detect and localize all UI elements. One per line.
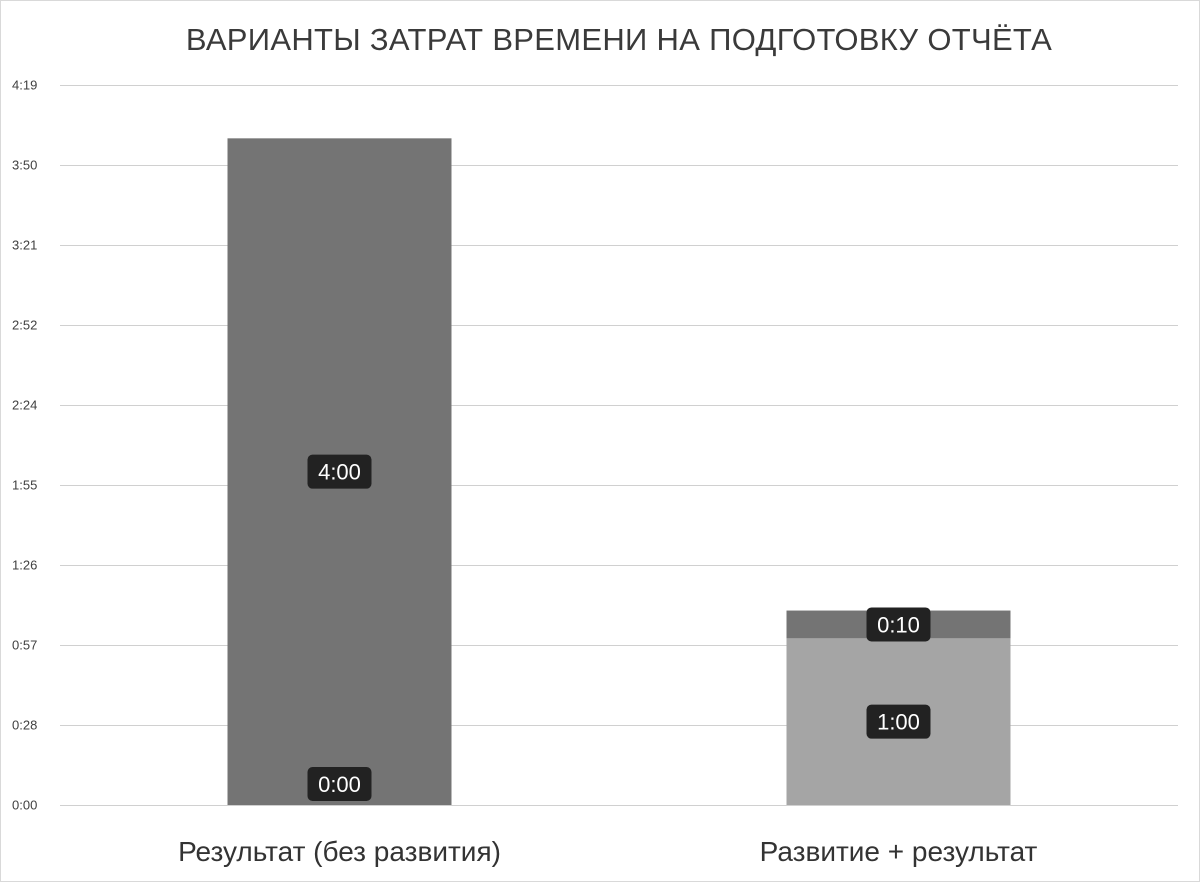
y-tick-label: 2:52 (12, 318, 37, 333)
y-tick-label: 4:19 (12, 78, 37, 93)
y-tick-label: 2:24 (12, 398, 37, 413)
data-label: 0:00 (318, 772, 361, 797)
y-axis-tick-labels: 0:00 0:28 0:57 1:26 1:55 2:24 2:52 3:21 3:50 4:19 (12, 78, 37, 813)
data-label-box (866, 704, 931, 739)
chart-title: ВАРИАНТЫ ЗАТРАТ ВРЕМЕНИ НА ПОДГОТОВКУ ОТ… (185, 22, 1053, 57)
data-label-box (866, 607, 931, 642)
data-label: 1:00 (877, 710, 920, 735)
data-label-box (307, 767, 372, 801)
x-axis-category-labels: Результат (без развития) Развитие + резул… (178, 836, 1037, 867)
category-label: Развитие + результат (760, 836, 1038, 867)
category-label: Результат (без развития) (178, 836, 501, 867)
y-tick-label: 0:00 (12, 798, 37, 813)
y-tick-label: 1:55 (12, 478, 37, 493)
data-label-box (307, 454, 372, 489)
y-tick-label: 0:57 (12, 638, 37, 653)
data-labels: 0:00 4:00 1:00 0:10 (307, 454, 931, 801)
y-tick-label: 3:21 (12, 238, 37, 253)
y-tick-label: 1:26 (12, 558, 37, 573)
y-tick-label: 3:50 (12, 158, 37, 173)
data-label: 0:10 (877, 612, 920, 637)
y-tick-label: 0:28 (12, 718, 37, 733)
data-label: 4:00 (318, 460, 361, 485)
